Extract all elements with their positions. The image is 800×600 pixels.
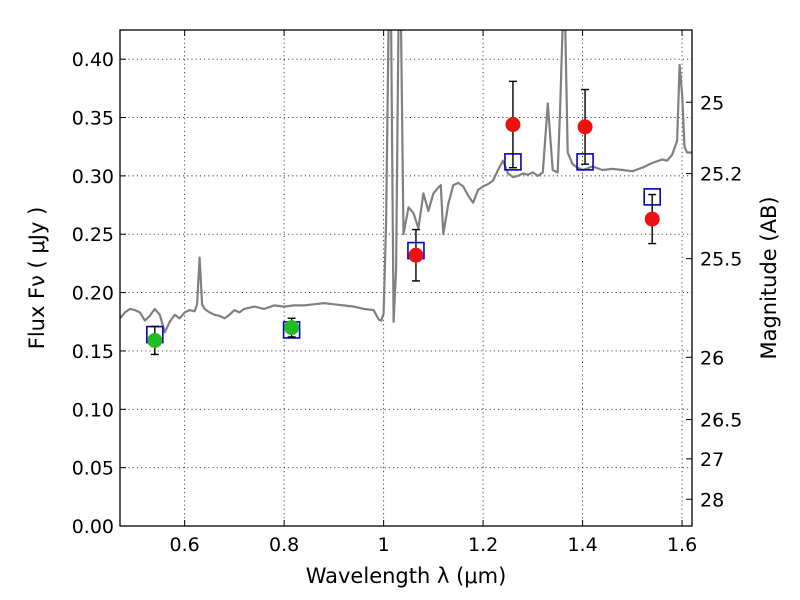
red-point [408, 247, 424, 263]
grid-lines [120, 30, 692, 527]
y-tick-label: 0.35 [72, 108, 114, 130]
x-tick-label: 0.8 [269, 534, 299, 556]
axes: 0.6 0.8 1 1.2 1.4 1.6 0.00 0.05 0.10 0.15 0.20 0.25… [72, 30, 742, 556]
x-axis-label: Wavelength λ (μm) [306, 564, 507, 588]
x-tick-label: 0.6 [170, 534, 200, 556]
y-tick-label: 0.25 [72, 224, 114, 246]
mag-tick-label: 25 [700, 92, 724, 114]
x-tick-label: 1.2 [468, 534, 498, 556]
green-point [147, 332, 163, 348]
y-tick-label: 0.40 [72, 49, 114, 71]
y-tick-label: 0.15 [72, 341, 114, 363]
mag-tick-label: 26 [700, 347, 724, 369]
mag-tick-label: 25.2 [700, 164, 742, 186]
y2-axis-label: Magnitude (AB) [757, 196, 781, 359]
y-tick-label: 0.10 [72, 399, 114, 421]
model-spectrum-line [120, 30, 692, 334]
plot-frame [119, 29, 693, 527]
x-tick-label: 1.4 [567, 534, 597, 556]
red-point [644, 211, 660, 227]
y-tick-label: 0.30 [72, 166, 114, 188]
y-tick-label: 0.05 [72, 458, 114, 480]
x-tick-label: 1 [378, 534, 390, 556]
mag-tick-label: 28 [700, 489, 724, 511]
y-axis-label: Flux Fν ( μJy ) [25, 207, 49, 350]
mag-tick-label: 25.5 [700, 249, 742, 271]
mag-tick-label: 26.5 [700, 410, 742, 432]
plot-area [120, 30, 692, 356]
mag-tick-label: 27 [700, 449, 724, 471]
x-tick-label: 1.6 [667, 534, 697, 556]
y-tick-label: 0.00 [72, 516, 114, 538]
green-point [284, 320, 300, 336]
red-point [577, 119, 593, 135]
red-point [505, 117, 521, 133]
y-tick-label: 0.20 [72, 283, 114, 305]
